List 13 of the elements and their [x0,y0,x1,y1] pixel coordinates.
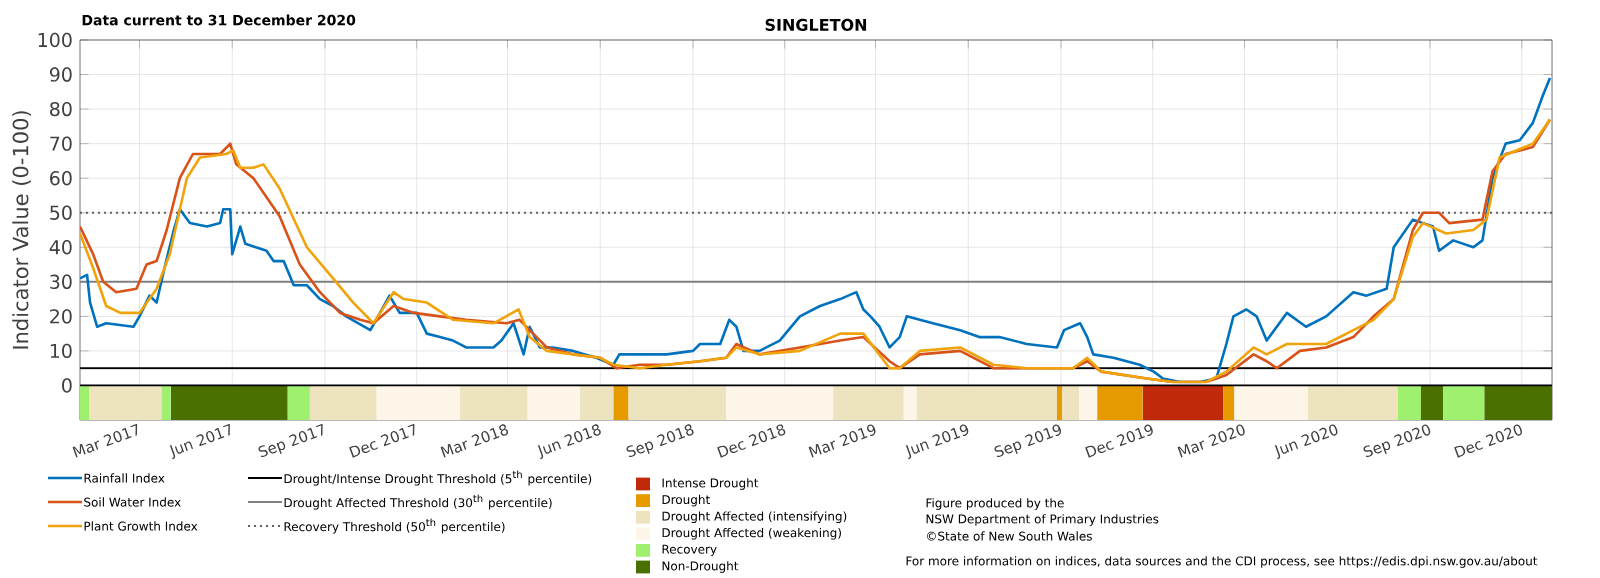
y-tick-label: 50 [50,205,72,220]
y-axis-title: Indicator Value (0-100) [12,111,31,349]
y-tick-label: 80 [50,101,72,117]
y-tick-label: 30 [50,274,72,290]
y-tick-label: 70 [50,136,72,151]
y-tick-label: 40 [49,240,72,255]
y-tick-label: 10 [50,343,72,359]
y-tick-label: 20 [50,309,72,324]
y-tick-label: 100 [38,32,72,48]
y-tick-label: 60 [50,170,72,186]
y-tick-label: 0 [62,378,72,393]
chart-title: SINGLETON [765,18,867,31]
y-tick-label: 90 [49,67,72,82]
